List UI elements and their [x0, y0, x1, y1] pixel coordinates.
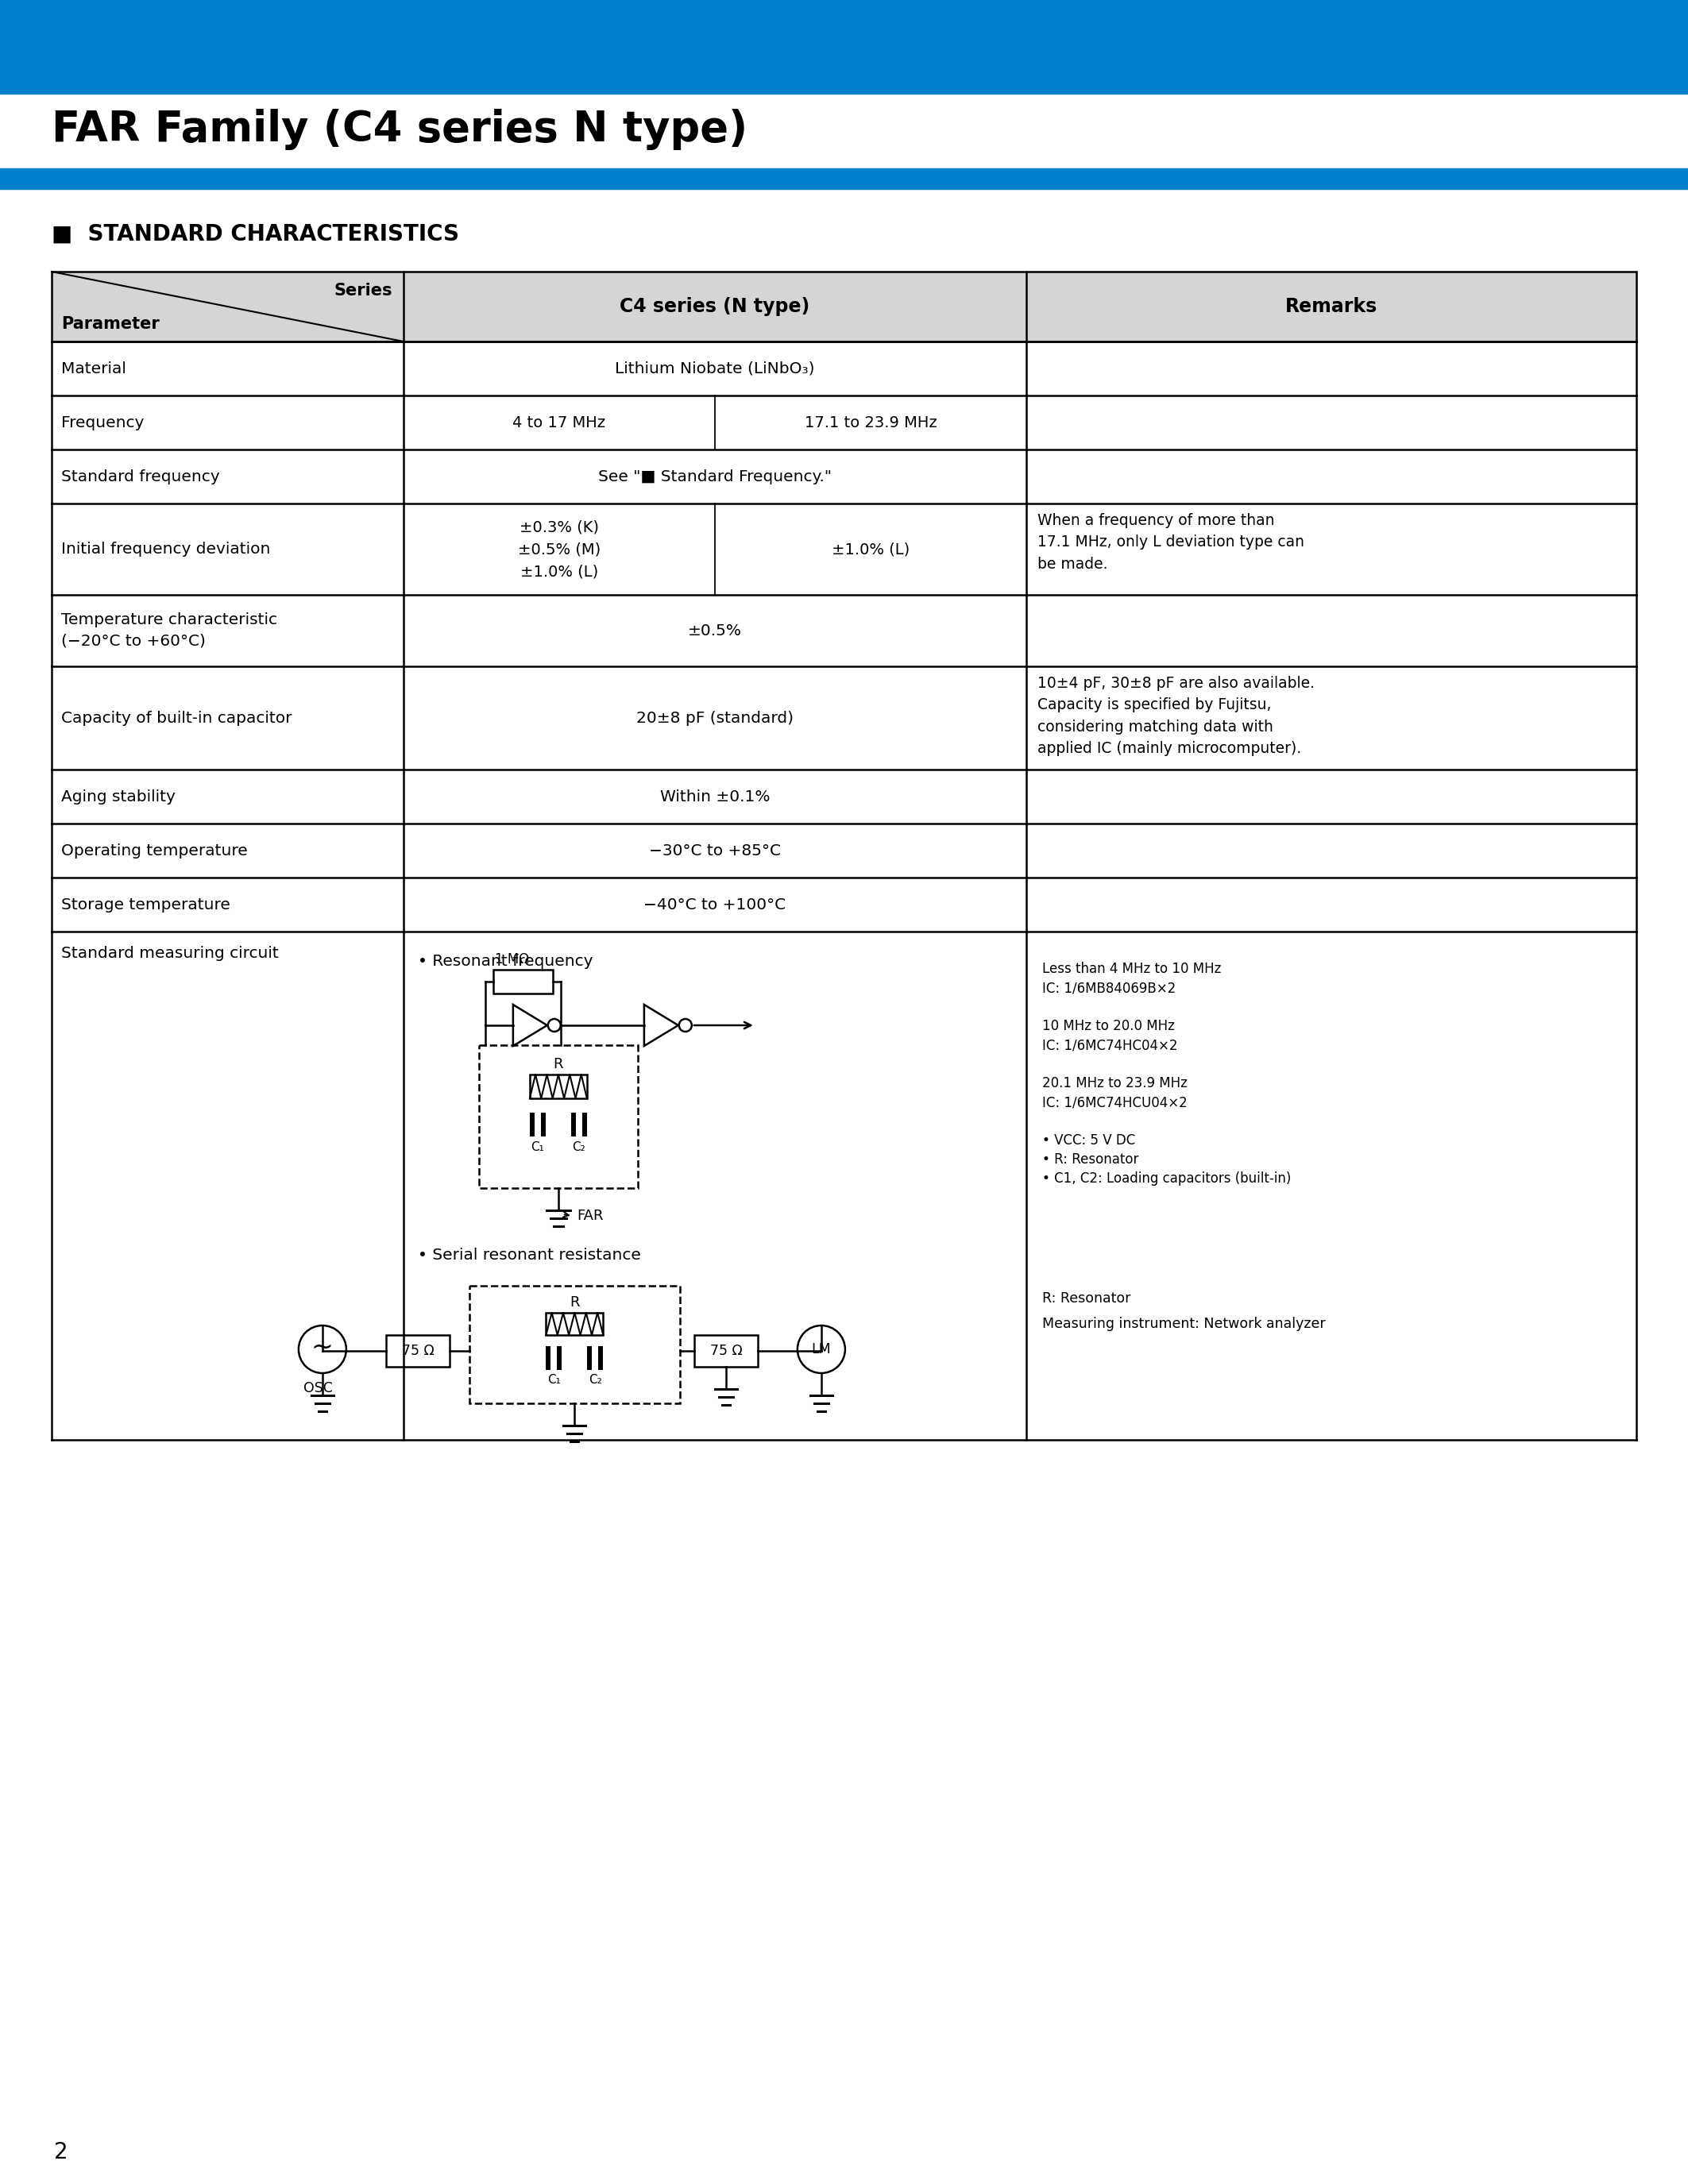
- Bar: [493, 970, 552, 994]
- Bar: [479, 1046, 638, 1188]
- Text: 10 MHz to 20.0 MHz: 10 MHz to 20.0 MHz: [1041, 1020, 1175, 1033]
- Bar: [52, 271, 1636, 341]
- Bar: [557, 1345, 562, 1369]
- Bar: [0, 0, 1688, 94]
- Bar: [587, 1345, 592, 1369]
- Text: 10±4 pF, 30±8 pF are also available.
Capacity is specified by Fujitsu,
consideri: 10±4 pF, 30±8 pF are also available. Cap…: [1038, 675, 1315, 756]
- Text: ±0.5%: ±0.5%: [687, 622, 741, 638]
- Text: C₂: C₂: [572, 1142, 586, 1153]
- Text: IC: 1/6MC74HCU04×2: IC: 1/6MC74HCU04×2: [1041, 1094, 1187, 1109]
- Text: Lithium Niobate (LiNbO₃): Lithium Niobate (LiNbO₃): [614, 360, 815, 376]
- Bar: [540, 1112, 545, 1136]
- Text: −40°C to +100°C: −40°C to +100°C: [643, 898, 787, 913]
- Text: See "■ Standard Frequency.": See "■ Standard Frequency.": [598, 470, 832, 485]
- Text: Within ±0.1%: Within ±0.1%: [660, 788, 770, 804]
- Bar: [571, 1112, 576, 1136]
- Text: IC: 1/6MB84069B×2: IC: 1/6MB84069B×2: [1041, 981, 1177, 996]
- Bar: [582, 1112, 587, 1136]
- Text: C₁: C₁: [547, 1374, 560, 1387]
- Text: 1 MΩ: 1 MΩ: [495, 952, 528, 968]
- Text: 4 to 17 MHz: 4 to 17 MHz: [513, 415, 606, 430]
- Text: Initial frequency deviation: Initial frequency deviation: [61, 542, 270, 557]
- Text: Frequency: Frequency: [61, 415, 143, 430]
- Bar: [387, 1334, 449, 1367]
- Text: FAR Family (C4 series N type): FAR Family (C4 series N type): [52, 109, 748, 151]
- Text: C₁: C₁: [532, 1142, 544, 1153]
- Text: C₂: C₂: [589, 1374, 603, 1387]
- Text: • Serial resonant resistance: • Serial resonant resistance: [417, 1247, 641, 1262]
- Text: Storage temperature: Storage temperature: [61, 898, 230, 913]
- Text: Operating temperature: Operating temperature: [61, 843, 248, 858]
- Bar: [694, 1334, 758, 1367]
- Text: R: Resonator: R: Resonator: [1041, 1291, 1131, 1306]
- Bar: [545, 1345, 550, 1369]
- Text: • R: Resonator: • R: Resonator: [1041, 1153, 1138, 1166]
- Text: Less than 4 MHz to 10 MHz: Less than 4 MHz to 10 MHz: [1041, 961, 1220, 976]
- Bar: [52, 271, 1636, 341]
- Text: C4 series (N type): C4 series (N type): [619, 297, 810, 317]
- Text: 20.1 MHz to 23.9 MHz: 20.1 MHz to 23.9 MHz: [1041, 1077, 1187, 1090]
- Text: −30°C to +85°C: −30°C to +85°C: [648, 843, 782, 858]
- Bar: [530, 1075, 587, 1099]
- Bar: [469, 1286, 680, 1404]
- Text: OSC: OSC: [304, 1380, 333, 1396]
- Bar: [530, 1112, 535, 1136]
- Text: Capacity of built-in capacitor: Capacity of built-in capacitor: [61, 710, 292, 725]
- Text: FAR: FAR: [577, 1208, 603, 1223]
- Text: Standard frequency: Standard frequency: [61, 470, 219, 485]
- Text: Remarks: Remarks: [1285, 297, 1377, 317]
- Text: Standard measuring circuit: Standard measuring circuit: [61, 946, 279, 961]
- Text: R: R: [569, 1295, 579, 1310]
- Text: R: R: [554, 1057, 564, 1072]
- Text: 75 Ω: 75 Ω: [709, 1343, 743, 1358]
- Text: 20±8 pF (standard): 20±8 pF (standard): [636, 710, 793, 725]
- Text: • C1, C2: Loading capacitors (built-in): • C1, C2: Loading capacitors (built-in): [1041, 1171, 1291, 1186]
- Bar: [0, 168, 1688, 190]
- Text: Aging stability: Aging stability: [61, 788, 176, 804]
- Text: ±0.3% (K)
±0.5% (M)
±1.0% (L): ±0.3% (K) ±0.5% (M) ±1.0% (L): [518, 520, 601, 579]
- Text: LM: LM: [812, 1343, 830, 1356]
- Bar: [545, 1313, 603, 1334]
- Text: • VCC: 5 V DC: • VCC: 5 V DC: [1041, 1133, 1136, 1147]
- Text: • Resonant frequency: • Resonant frequency: [417, 954, 592, 970]
- Text: Temperature characteristic
(−20°C to +60°C): Temperature characteristic (−20°C to +60…: [61, 612, 277, 649]
- Text: Series: Series: [334, 282, 392, 299]
- Text: Parameter: Parameter: [61, 317, 159, 332]
- Text: When a frequency of more than
17.1 MHz, only L deviation type can
be made.: When a frequency of more than 17.1 MHz, …: [1038, 513, 1305, 572]
- Text: 75 Ω: 75 Ω: [402, 1343, 434, 1358]
- Text: Material: Material: [61, 360, 127, 376]
- Text: IC: 1/6MC74HC04×2: IC: 1/6MC74HC04×2: [1041, 1037, 1178, 1053]
- Text: ±1.0% (L): ±1.0% (L): [832, 542, 910, 557]
- Text: 2: 2: [54, 2140, 68, 2164]
- Text: ~: ~: [311, 1334, 334, 1361]
- Text: ■  STANDARD CHARACTERISTICS: ■ STANDARD CHARACTERISTICS: [52, 223, 459, 245]
- Text: 17.1 to 23.9 MHz: 17.1 to 23.9 MHz: [803, 415, 937, 430]
- Bar: [599, 1345, 603, 1369]
- Text: Measuring instrument: Network analyzer: Measuring instrument: Network analyzer: [1041, 1317, 1325, 1330]
